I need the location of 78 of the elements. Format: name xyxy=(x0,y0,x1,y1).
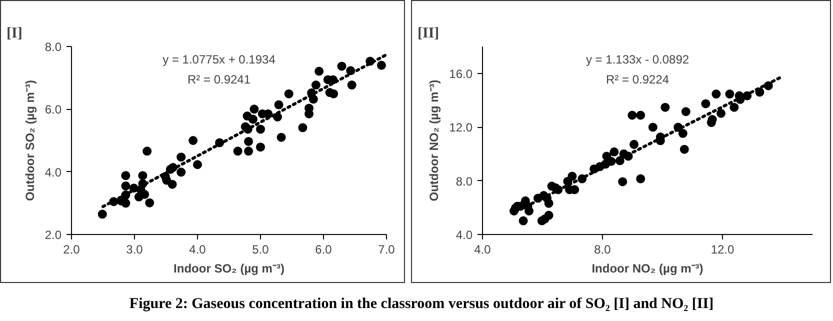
point xyxy=(176,168,186,177)
y-tick-label: 16.0 xyxy=(449,66,473,81)
annotation: R² = 0.9241 xyxy=(187,72,251,86)
point xyxy=(636,110,646,120)
point xyxy=(176,152,186,162)
point xyxy=(121,171,130,180)
point xyxy=(168,180,177,189)
point xyxy=(701,99,710,108)
point xyxy=(347,80,356,90)
point xyxy=(648,122,658,132)
point xyxy=(244,136,254,146)
annotation: y = 1.0775x + 0.1934 xyxy=(162,52,276,66)
y-tick-label: 4.0 xyxy=(456,228,473,242)
point xyxy=(145,198,154,208)
point xyxy=(518,216,528,226)
chart-title: [II] xyxy=(418,26,440,42)
x-tick-label: 4.0 xyxy=(189,242,206,256)
point xyxy=(121,198,130,208)
x-tick-label: 5.0 xyxy=(252,242,270,256)
y-tick-label: 4.0 xyxy=(44,165,62,180)
point xyxy=(193,160,202,170)
x-tick-label: 7.0 xyxy=(378,242,396,256)
point xyxy=(233,146,242,156)
y-axis-title: Outdoor SO₂ (µg m⁻³) xyxy=(22,80,37,201)
x-axis-title: Indoor SO₂ (µg m⁻³) xyxy=(174,262,284,276)
x-tick-label: 8.0 xyxy=(594,242,612,256)
point xyxy=(337,62,346,71)
point xyxy=(142,146,152,156)
point xyxy=(630,140,638,149)
point xyxy=(276,132,286,142)
point xyxy=(544,210,554,220)
point xyxy=(678,128,688,138)
point xyxy=(636,174,646,184)
annotation: R² = 0.9224 xyxy=(606,72,670,86)
point xyxy=(618,177,628,186)
x-axis-title: Indoor NO₂ (µg m⁻³) xyxy=(592,262,704,276)
point xyxy=(376,60,386,70)
caption: Figure 2: Gaseous concentration in the classroom versus outdoor air of SO₂ [I] and NO₂ [II] xyxy=(129,295,714,314)
point xyxy=(660,102,670,112)
point xyxy=(256,142,265,152)
point xyxy=(121,181,130,190)
x-tick-label: 2.0 xyxy=(63,242,80,256)
point xyxy=(138,171,148,180)
point xyxy=(680,144,689,154)
point xyxy=(284,89,294,98)
point xyxy=(244,146,254,156)
point xyxy=(610,147,619,156)
x-tick-label: 4.0 xyxy=(474,242,492,256)
x-tick-label: 12.0 xyxy=(710,242,735,256)
y-axis-title: Outdoor NO₂ (µg m⁻³) xyxy=(427,80,442,202)
chart-title: [I] xyxy=(6,26,22,42)
y-tick-label: 8.0 xyxy=(44,40,62,54)
point xyxy=(716,108,726,118)
x-tick-label: 6.0 xyxy=(315,242,332,256)
point xyxy=(314,66,324,76)
point xyxy=(712,90,721,99)
point xyxy=(329,89,338,98)
y-tick-label: 2.0 xyxy=(44,228,62,242)
annotation: y = 1.133x - 0.0892 xyxy=(586,52,690,66)
y-tick-label: 6.0 xyxy=(44,102,62,117)
point xyxy=(250,104,259,114)
y-tick-label: 8.0 xyxy=(456,174,473,188)
point xyxy=(298,123,308,132)
point xyxy=(730,102,739,112)
point xyxy=(248,114,258,124)
point xyxy=(256,124,265,134)
point xyxy=(568,172,577,181)
point xyxy=(308,94,318,104)
x-tick-label: 3.0 xyxy=(126,242,144,256)
point xyxy=(98,210,107,219)
point xyxy=(681,107,690,116)
point xyxy=(725,90,734,99)
point xyxy=(311,80,320,90)
point xyxy=(628,110,637,120)
y-tick-label: 12.0 xyxy=(449,120,473,135)
point xyxy=(274,100,284,110)
point xyxy=(188,136,198,145)
point xyxy=(524,206,534,216)
